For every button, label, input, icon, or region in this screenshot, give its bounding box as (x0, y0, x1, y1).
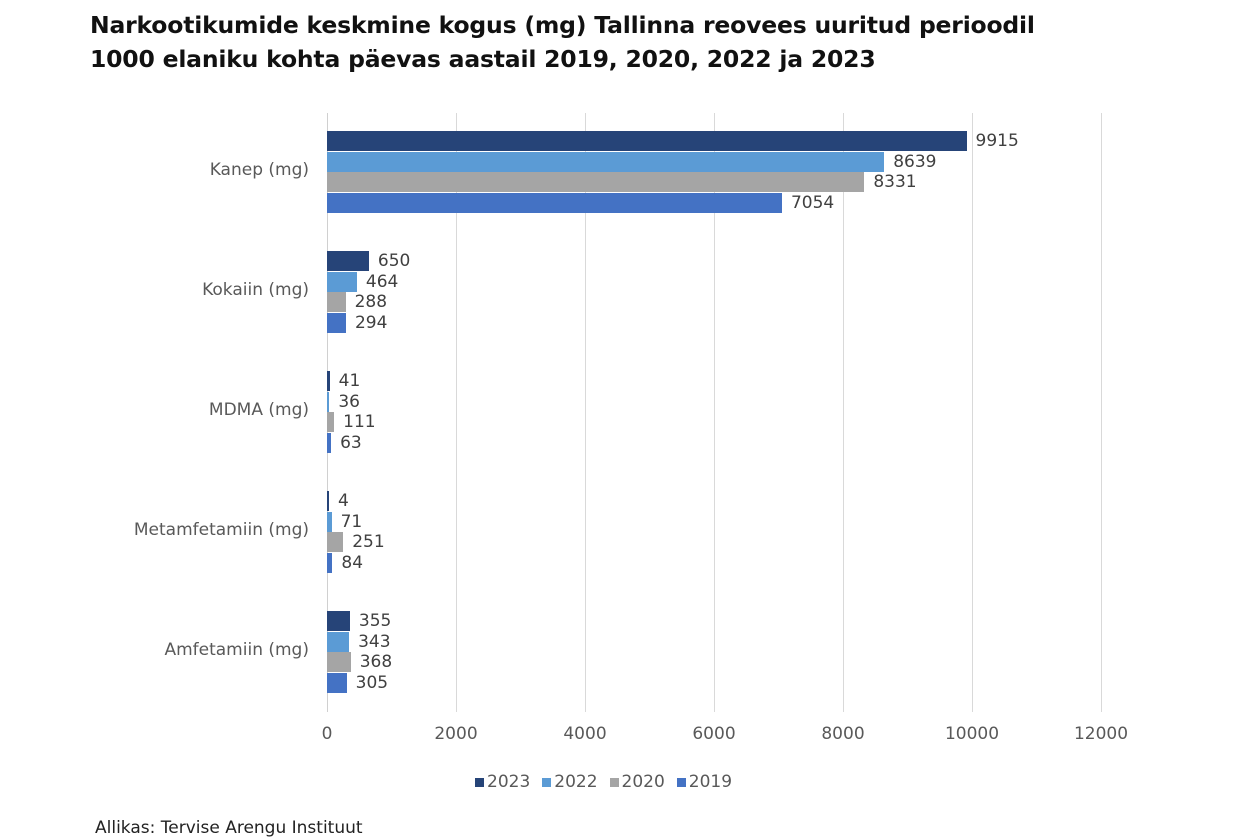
bar-2022 (327, 271, 357, 292)
legend-label: 2022 (554, 772, 598, 792)
bar-2019 (327, 672, 347, 693)
bar-2022 (327, 391, 330, 412)
category-label: MDMA (mg) (208, 400, 309, 420)
legend-swatch-icon (542, 777, 552, 787)
bar-2020 (327, 412, 335, 432)
gridline (714, 113, 715, 712)
bar-2022 (327, 151, 885, 172)
x-tick-label: 10000 (944, 724, 1000, 744)
data-label: 84 (341, 552, 364, 573)
chart-title-line-1: Narkootikumide keskmine kogus (mg) Talli… (90, 11, 1035, 39)
data-label: 294 (354, 312, 388, 333)
legend-label: 2019 (688, 772, 733, 792)
legend-item-2020: 2020 (609, 772, 665, 792)
data-label: 41 (338, 371, 361, 391)
legend-label: 2023 (487, 772, 531, 792)
bar-2022 (327, 631, 350, 652)
gridline (585, 113, 586, 712)
bar-2020 (327, 532, 344, 552)
category-label: Amfetamiin (mg) (164, 640, 309, 660)
plot-area: 9915 8639 8331 7054 650 464 288 294 41 36 111 63 4 71… (327, 113, 1102, 712)
legend-swatch-icon (475, 777, 484, 787)
data-label: 650 (377, 251, 411, 271)
data-label: 464 (365, 271, 399, 292)
bar-2020 (327, 652, 351, 672)
chart-title-line-2: 1000 elaniku kohta päevas aastail 2019, … (90, 45, 876, 73)
data-label: 111 (343, 412, 376, 432)
data-label: 71 (340, 511, 363, 532)
bar-2020 (327, 172, 865, 192)
bar-2019 (327, 432, 332, 453)
gridline (843, 113, 844, 712)
legend-item-2022: 2022 (542, 772, 598, 792)
bar-2019 (327, 192, 782, 213)
x-tick-label: 8000 (821, 724, 865, 744)
bar-2019 (327, 312, 346, 333)
bar-2019 (327, 552, 333, 573)
bar-2023 (327, 251, 369, 271)
legend-label: 2020 (621, 772, 665, 792)
data-label: 8331 (873, 172, 917, 192)
x-tick-label: 0 (321, 724, 333, 744)
legend-item-2023: 2023 (475, 772, 530, 792)
data-label: 4 (338, 491, 349, 511)
data-label: 288 (354, 292, 388, 312)
bar-2020 (327, 292, 346, 312)
data-label: 36 (338, 391, 360, 412)
x-tick-label: 2000 (434, 724, 478, 744)
legend: 2023 2022 2020 2019 (475, 772, 732, 792)
x-tick-label: 6000 (692, 724, 736, 744)
bar-2023 (327, 491, 329, 511)
chart-title: Narkootikumide keskmine kogus (mg) Talli… (90, 8, 1190, 76)
data-label: 9915 (975, 131, 1019, 151)
x-tick-label: 12000 (1073, 724, 1129, 744)
bar-2023 (327, 371, 330, 391)
gridline (1101, 113, 1102, 712)
bar-2023 (327, 611, 350, 631)
gridline (456, 113, 457, 712)
bar-2023 (327, 131, 967, 151)
source-note: Allikas: Tervise Arengu Instituut (95, 818, 363, 838)
data-label: 355 (358, 611, 392, 631)
data-label: 7054 (790, 192, 835, 213)
category-label: Kanep (mg) (209, 160, 309, 180)
legend-swatch-icon (609, 777, 619, 787)
gridline (972, 113, 973, 712)
legend-item-2019: 2019 (676, 772, 733, 792)
data-label: 63 (340, 432, 362, 453)
category-label: Kokaiin (mg) (202, 280, 309, 300)
legend-swatch-icon (676, 777, 686, 787)
data-label: 8639 (893, 151, 937, 172)
data-label: 251 (352, 532, 385, 552)
data-label: 368 (359, 652, 393, 672)
data-label: 343 (358, 631, 391, 652)
x-tick-label: 4000 (563, 724, 607, 744)
category-label: Metamfetamiin (mg) (133, 520, 309, 540)
bar-2022 (327, 511, 332, 532)
data-label: 305 (355, 672, 389, 693)
